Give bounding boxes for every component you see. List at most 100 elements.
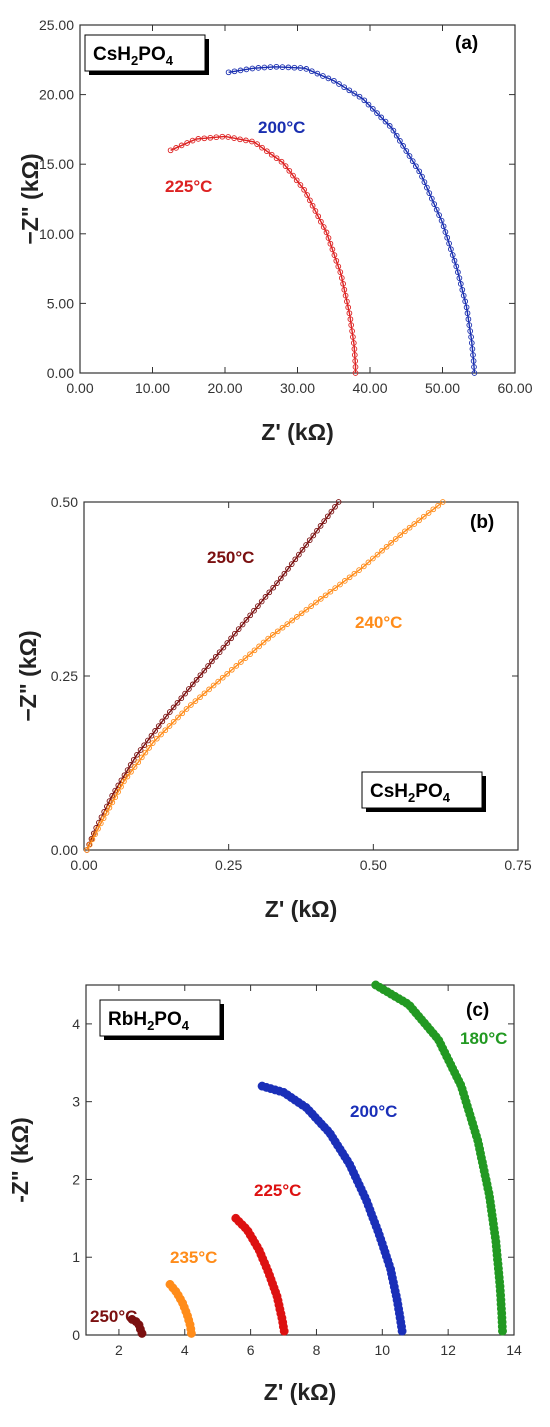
x-tick-label: 0.50 (360, 857, 387, 873)
data-point (166, 709, 173, 715)
data-point (328, 508, 335, 515)
data-point (279, 1326, 289, 1336)
x-tick-label: 6 (247, 1342, 255, 1358)
series-label: 180°C (460, 1029, 507, 1048)
data-point (137, 1328, 147, 1338)
data-point (382, 118, 389, 125)
data-point (348, 322, 355, 328)
data-point (146, 745, 152, 751)
data-point (281, 570, 288, 577)
data-point (135, 759, 142, 766)
data-point (247, 612, 254, 619)
data-point (289, 617, 295, 624)
data-point (238, 659, 244, 665)
data-point (159, 718, 166, 725)
data-point (121, 772, 128, 779)
data-point (115, 789, 121, 795)
data-point (89, 836, 96, 843)
data-point (392, 536, 399, 542)
data-point (304, 192, 310, 198)
data-point (207, 134, 214, 141)
x-tick-label: 0.00 (66, 380, 93, 396)
x-tick-label: 0.00 (70, 857, 97, 873)
data-point (379, 547, 385, 554)
series-label: 235°C (170, 1248, 217, 1267)
data-point (350, 340, 357, 346)
data-point (206, 686, 212, 693)
data-point (419, 173, 425, 180)
data-point (162, 727, 169, 734)
data-point (219, 674, 226, 681)
data-point (459, 286, 466, 293)
data-point (251, 607, 257, 614)
data-point (228, 635, 234, 642)
data-point (397, 1326, 407, 1336)
y-tick-label: 0.00 (51, 842, 78, 858)
data-point (216, 649, 223, 656)
series-label: 250°C (207, 548, 254, 567)
data-point (173, 145, 179, 151)
data-point (308, 603, 315, 609)
x-tick-label: 50.00 (425, 380, 460, 396)
data-point (262, 594, 269, 600)
data-point (344, 298, 350, 305)
y-tick-label: 0.25 (51, 668, 78, 684)
y-axis-label: −Z" (kΩ) (15, 630, 41, 721)
sample-formula: RbH2PO4 (108, 1009, 190, 1033)
data-point (242, 655, 249, 661)
x-axis-label: Z' (kΩ) (264, 1379, 336, 1405)
data-point (464, 310, 471, 317)
data-point (109, 792, 116, 799)
data-point (436, 212, 442, 218)
series-label: 200°C (350, 1102, 397, 1121)
data-point (97, 820, 104, 827)
x-tick-label: 0.75 (504, 857, 531, 873)
data-point (297, 65, 304, 71)
data-point (338, 275, 345, 281)
data-point (320, 224, 327, 230)
panel-1: 0.00 10.00 20.00 30.00 40.00 50.00 60.00 0.00 5.… (17, 17, 533, 445)
series-250°C: 250°C (90, 1307, 147, 1338)
series-200°C: 200°C (225, 63, 478, 376)
data-point (444, 234, 451, 241)
data-point (220, 644, 227, 651)
data-point (243, 617, 250, 623)
data-point (315, 213, 322, 220)
data-point (112, 794, 119, 801)
data-point (397, 137, 403, 144)
data-point (264, 148, 270, 155)
data-point (95, 825, 101, 832)
data-point (390, 127, 397, 134)
data-point (416, 517, 422, 524)
data-point (243, 137, 249, 144)
data-point (193, 676, 200, 683)
data-point (313, 599, 319, 606)
data-point (317, 596, 324, 602)
x-tick-label: 8 (313, 1342, 321, 1358)
data-point (345, 304, 352, 311)
data-point (335, 263, 342, 270)
data-point (463, 304, 470, 311)
data-point (179, 710, 186, 717)
data-point (361, 97, 368, 104)
data-point (235, 626, 242, 632)
data-point (341, 84, 348, 91)
data-point (349, 328, 355, 334)
data-point (209, 658, 215, 665)
data-point (178, 695, 185, 702)
data-point (346, 574, 353, 581)
data-point (306, 537, 313, 544)
data-point (285, 64, 292, 71)
x-tick-label: 10 (375, 1342, 391, 1358)
x-tick-label: 30.00 (280, 380, 315, 396)
data-point (498, 1326, 507, 1336)
data-point (446, 240, 452, 247)
series-line (228, 66, 476, 374)
data-point (290, 172, 296, 179)
sample-box (99, 999, 221, 1037)
data-point (182, 690, 188, 697)
data-point (86, 841, 93, 848)
data-point (178, 142, 185, 149)
series-label: 200°C (258, 118, 305, 137)
